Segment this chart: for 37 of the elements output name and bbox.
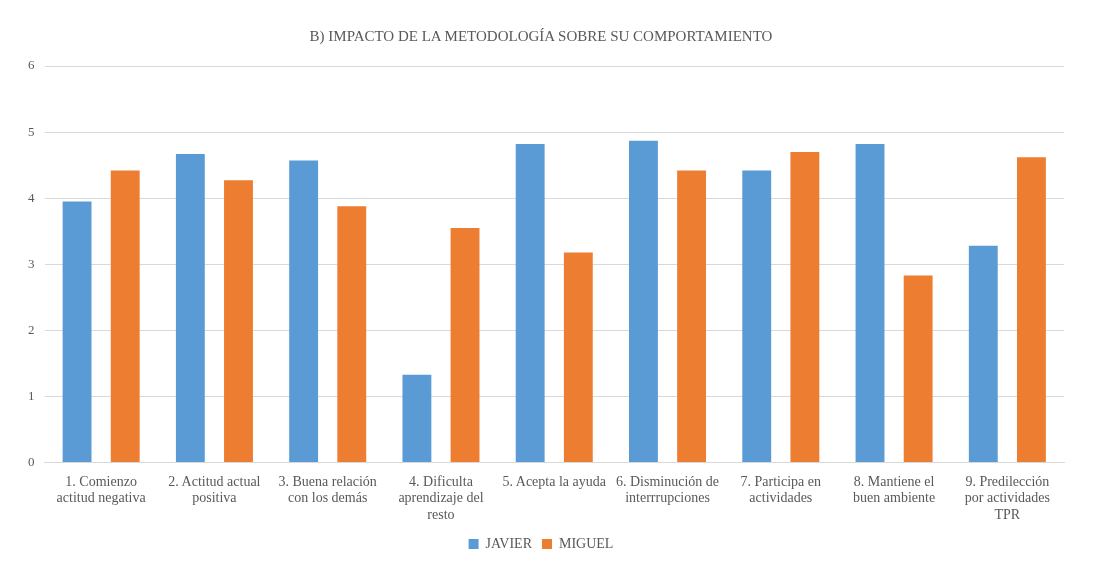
bar	[515, 144, 545, 463]
x-tick-label: 4. Dificulta aprendizaje del resto	[398, 473, 484, 523]
bar	[224, 180, 253, 463]
y-tick-label: 3	[28, 255, 35, 271]
bar	[402, 374, 432, 463]
bar	[903, 275, 933, 463]
y-tick-label: 2	[28, 321, 35, 337]
x-tick-label: 5. Acepta la ayuda	[502, 473, 607, 489]
bar	[175, 153, 205, 463]
y-tick-label: 1	[28, 387, 35, 403]
legend-label: MIGUEL	[558, 535, 614, 551]
bar	[1016, 157, 1046, 463]
y-tick-label: 4	[28, 189, 35, 205]
bar	[110, 170, 140, 463]
x-tick-label: 9. Predilección por actividades TPR	[964, 473, 1050, 523]
legend-label: JAVIER	[485, 535, 533, 551]
bar	[968, 245, 998, 463]
x-tick-label: 7. Participa en actividades	[740, 473, 822, 506]
y-tick-label: 6	[28, 57, 35, 73]
bar	[563, 252, 593, 463]
bar	[855, 144, 885, 463]
x-tick-label: 1. Comienzo actitud negativa	[56, 473, 147, 506]
bar	[337, 206, 367, 463]
x-tick-label: 8. Mantiene el buen ambiente	[853, 473, 936, 506]
bar	[450, 227, 480, 463]
chart-title: B) IMPACTO DE LA METODOLOGÍA SOBRE SU COMPORTAMIENTO	[309, 27, 773, 45]
y-tick-label: 5	[28, 123, 35, 139]
y-tick-label: 0	[28, 454, 35, 470]
x-tick-label: 6. Disminución de interrrupciones	[616, 473, 720, 506]
bar	[790, 151, 820, 463]
bar	[742, 170, 772, 463]
x-tick-label: 2. Actitud actual positiva	[168, 473, 261, 506]
bar	[629, 140, 658, 463]
bar	[289, 160, 319, 463]
bar	[62, 201, 92, 463]
bar	[677, 170, 707, 463]
x-tick-label: 3. Buena relación con los demás	[278, 473, 377, 506]
